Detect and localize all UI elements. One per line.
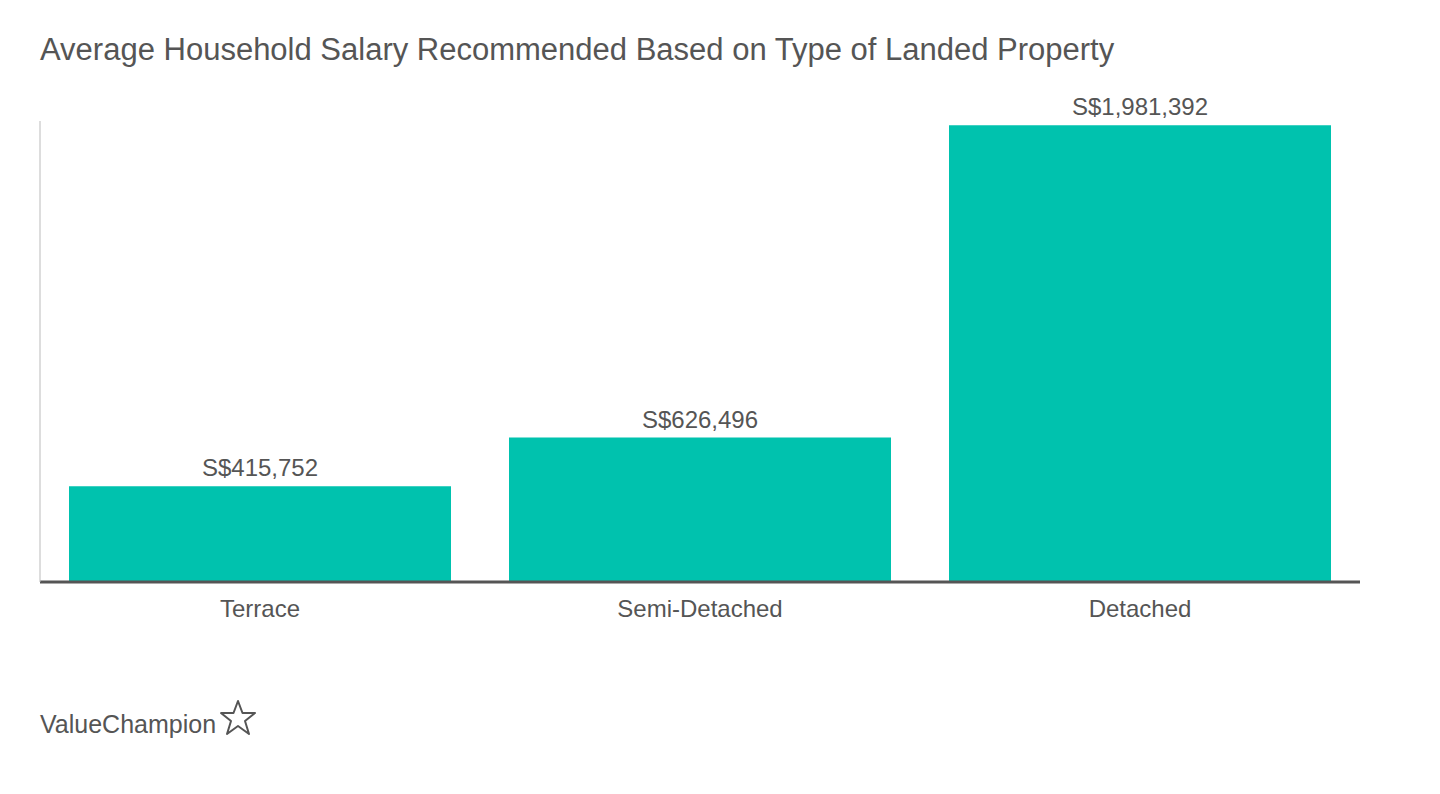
svg-text:Terrace: Terrace bbox=[220, 595, 300, 622]
html-text:ValueChampion: ValueChampion bbox=[40, 710, 216, 738]
svg-text:S$1,981,392: S$1,981,392 bbox=[1072, 93, 1208, 120]
svg-text:S$626,496: S$626,496 bbox=[642, 406, 758, 433]
html-text:Average Household Salary Recom: Average Household Salary Recommended Bas… bbox=[40, 32, 1115, 67]
svg-text:Semi-Detached: Semi-Detached bbox=[617, 595, 782, 622]
svg-text:S$415,752: S$415,752 bbox=[202, 454, 318, 481]
svg-text:Detached: Detached bbox=[1089, 595, 1192, 622]
